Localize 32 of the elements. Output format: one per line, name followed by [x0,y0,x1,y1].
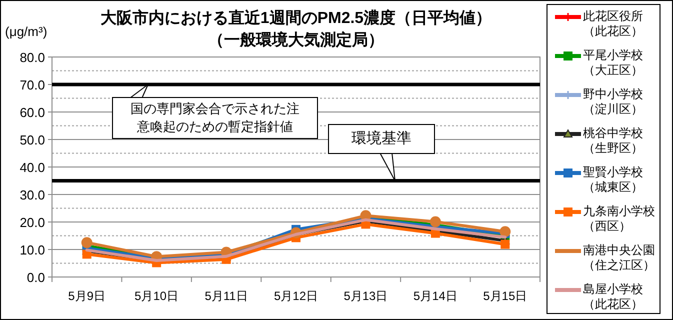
chart-title: 大阪市内における直近1週間のPM2.5濃度（日平均値） [100,8,492,27]
y-tick-label: 40.0 [20,160,45,175]
chart-subtitle: （一般環境大気測定局） [208,30,384,49]
y-axis-title: (μg/m³) [5,24,48,39]
x-tick-label: 5月12日 [274,289,318,303]
x-tick-label: 5月9日 [68,289,106,303]
y-tick-label: 70.0 [20,78,45,92]
y-tick-label: 10.0 [20,242,45,258]
legend-label: 南港中央公園（住之江区） [583,243,656,273]
x-tick-label: 5月13日 [344,289,388,303]
ref-line-label: 国の専門家会合で示された注意喚起のための暫定指針値 [112,97,318,139]
point [500,226,511,238]
x-tick-label: 5月10日 [134,289,179,303]
point [81,237,92,248]
y-tick-label: 0.0 [26,270,45,285]
y-tick-label: 20.0 [20,215,45,230]
legend-label: 聖賢小学校（城東区） [583,165,644,195]
y-tick-label: 60.0 [20,105,45,120]
legend-label: 野中小学校（淀川区） [583,87,644,117]
ref-line-label: 環境基準 [328,124,435,154]
legend-label: 桃谷中学校（生野区） [583,126,644,156]
legend-label: 島屋小学校（此花区） [583,282,644,312]
point [430,216,441,228]
y-tick-label: 30.0 [20,188,45,202]
x-tick-label: 5月14日 [413,289,458,303]
x-tick-label: 5月11日 [204,289,248,303]
legend-label: 此花区役所（此花区） [583,9,644,39]
x-tick-label: 5月15日 [483,289,528,303]
y-tick-label: 50.0 [20,132,45,148]
y-tick-label: 80.0 [20,50,45,65]
legend-label: 九条南小学校（西区） [583,204,656,234]
legend-label: 平尾小学校（大正区） [583,48,644,78]
